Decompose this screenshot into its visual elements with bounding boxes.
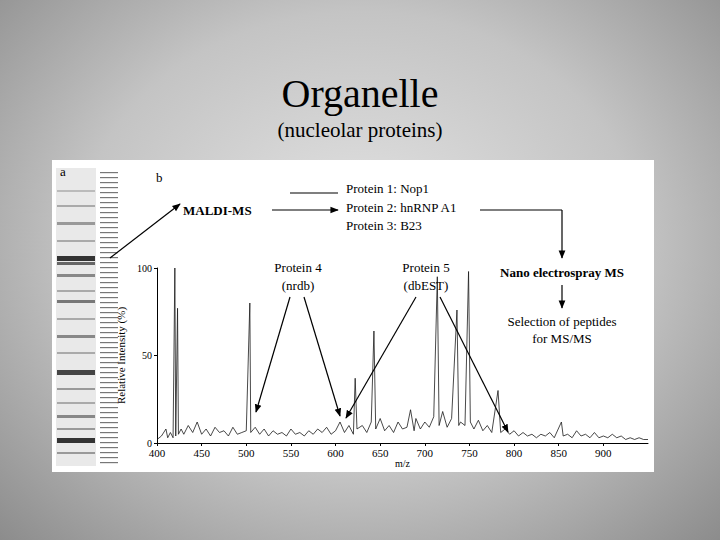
- svg-text:900: 900: [595, 447, 612, 459]
- svg-text:Selection of peptides: Selection of peptides: [507, 314, 616, 329]
- svg-text:750: 750: [461, 447, 478, 459]
- svg-text:800: 800: [506, 447, 523, 459]
- svg-text:Protein 3: B23: Protein 3: B23: [346, 218, 422, 233]
- svg-text:b: b: [156, 170, 163, 185]
- svg-text:850: 850: [550, 447, 567, 459]
- svg-text:100: 100: [137, 263, 152, 274]
- svg-text:600: 600: [327, 447, 344, 459]
- svg-text:Protein 1: Nop1: Protein 1: Nop1: [346, 181, 429, 196]
- svg-text:Protein 4: Protein 4: [274, 260, 322, 275]
- svg-text:(nucleolar proteins): (nucleolar proteins): [277, 118, 442, 142]
- svg-text:Relative Intensity (%): Relative Intensity (%): [115, 307, 128, 404]
- svg-text:(dbEST): (dbEST): [404, 278, 449, 293]
- svg-text:50: 50: [142, 350, 152, 361]
- svg-text:400: 400: [149, 447, 166, 459]
- svg-text:Protein 5: Protein 5: [402, 260, 449, 275]
- svg-text:Nano electrospray MS: Nano electrospray MS: [500, 265, 624, 280]
- svg-text:650: 650: [372, 447, 389, 459]
- svg-text:m/z: m/z: [395, 458, 411, 469]
- svg-text:for MS/MS: for MS/MS: [532, 331, 592, 346]
- svg-text:500: 500: [238, 447, 255, 459]
- svg-text:700: 700: [417, 447, 434, 459]
- svg-text:MALDI-MS: MALDI-MS: [183, 203, 252, 218]
- svg-text:a: a: [60, 164, 66, 179]
- svg-text:550: 550: [283, 447, 300, 459]
- svg-text:0: 0: [147, 437, 152, 449]
- svg-text:Organelle: Organelle: [282, 71, 439, 116]
- svg-text:(nrdb): (nrdb): [282, 278, 315, 293]
- svg-text:450: 450: [193, 447, 210, 459]
- svg-text:Protein 2: hnRNP A1: Protein 2: hnRNP A1: [346, 200, 456, 215]
